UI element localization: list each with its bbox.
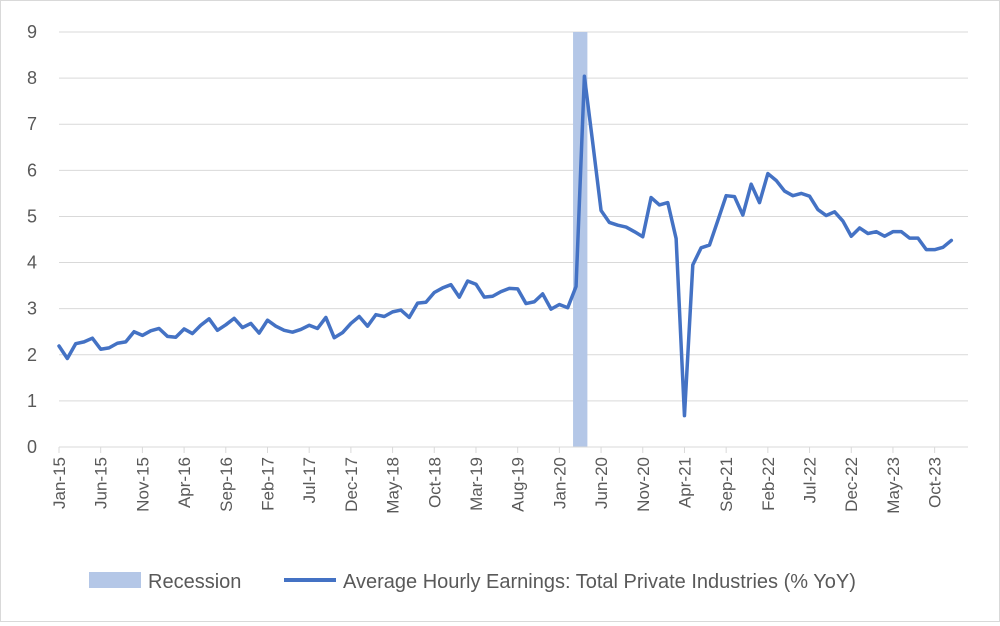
y-tick-label-0: 0 <box>27 437 37 457</box>
x-tick-label-Dec-17: Dec-17 <box>342 457 361 512</box>
x-tick-label-Jul-22: Jul-22 <box>801 457 820 503</box>
y-tick-label-7: 7 <box>27 114 37 134</box>
x-axis <box>58 446 968 453</box>
x-axis-tick-labels: Jan-15 Jun-15 Nov-15 Apr-16 Sep-16 Feb-17 Jul-… <box>50 457 945 514</box>
y-tick-label-8: 8 <box>27 68 37 88</box>
legend-series-label: Average Hourly Earnings: Total Private I… <box>343 571 856 593</box>
legend: Recession Average Hourly Earnings: Total… <box>89 571 856 593</box>
x-tick-label-Dec-22: Dec-22 <box>842 457 861 512</box>
y-tick-label-5: 5 <box>27 206 37 226</box>
x-tick-label-Nov-20: Nov-20 <box>634 457 653 512</box>
legend-recession-label: Recession <box>148 571 241 593</box>
x-tick-label-Jan-15: Jan-15 <box>50 457 69 509</box>
x-tick-label-Oct-23: Oct-23 <box>926 457 945 508</box>
y-tick-label-1: 1 <box>27 391 37 411</box>
series-line-average-hourly-earnings <box>57 74 954 418</box>
x-tick-label-Apr-16: Apr-16 <box>175 457 194 508</box>
x-tick-label-Mar-19: Mar-19 <box>467 457 486 511</box>
recession-band <box>573 32 588 447</box>
y-tick-label-9: 9 <box>27 22 37 42</box>
x-tick-label-Feb-22: Feb-22 <box>759 457 778 511</box>
x-tick-label-Jun-20: Jun-20 <box>592 457 611 509</box>
x-tick-label-May-18: May-18 <box>384 457 403 514</box>
y-tick-label-4: 4 <box>27 253 37 273</box>
y-axis-tick-labels: 0 1 2 3 4 5 6 7 8 9 <box>27 22 37 457</box>
series-line-group <box>57 74 954 418</box>
x-tick-label-Nov-15: Nov-15 <box>133 457 152 512</box>
x-tick-label-Feb-17: Feb-17 <box>258 457 277 511</box>
x-tick-label-Oct-18: Oct-18 <box>425 457 444 508</box>
y-tick-label-3: 3 <box>27 299 37 319</box>
x-tick-label-Aug-19: Aug-19 <box>509 457 528 512</box>
y-tick-label-2: 2 <box>27 345 37 365</box>
y-tick-label-6: 6 <box>27 160 37 180</box>
x-tick-label-Jul-17: Jul-17 <box>300 457 319 503</box>
legend-recession-swatch <box>89 572 141 588</box>
recession-shading-group <box>573 32 588 447</box>
x-tick-label-Jan-20: Jan-20 <box>550 457 569 509</box>
x-tick-label-Sep-16: Sep-16 <box>217 457 236 512</box>
x-tick-label-Jun-15: Jun-15 <box>92 457 111 509</box>
x-tick-label-Sep-21: Sep-21 <box>717 457 736 512</box>
x-tick-label-Apr-21: Apr-21 <box>675 457 694 508</box>
gridlines <box>59 31 968 402</box>
x-tick-label-May-23: May-23 <box>884 457 903 514</box>
